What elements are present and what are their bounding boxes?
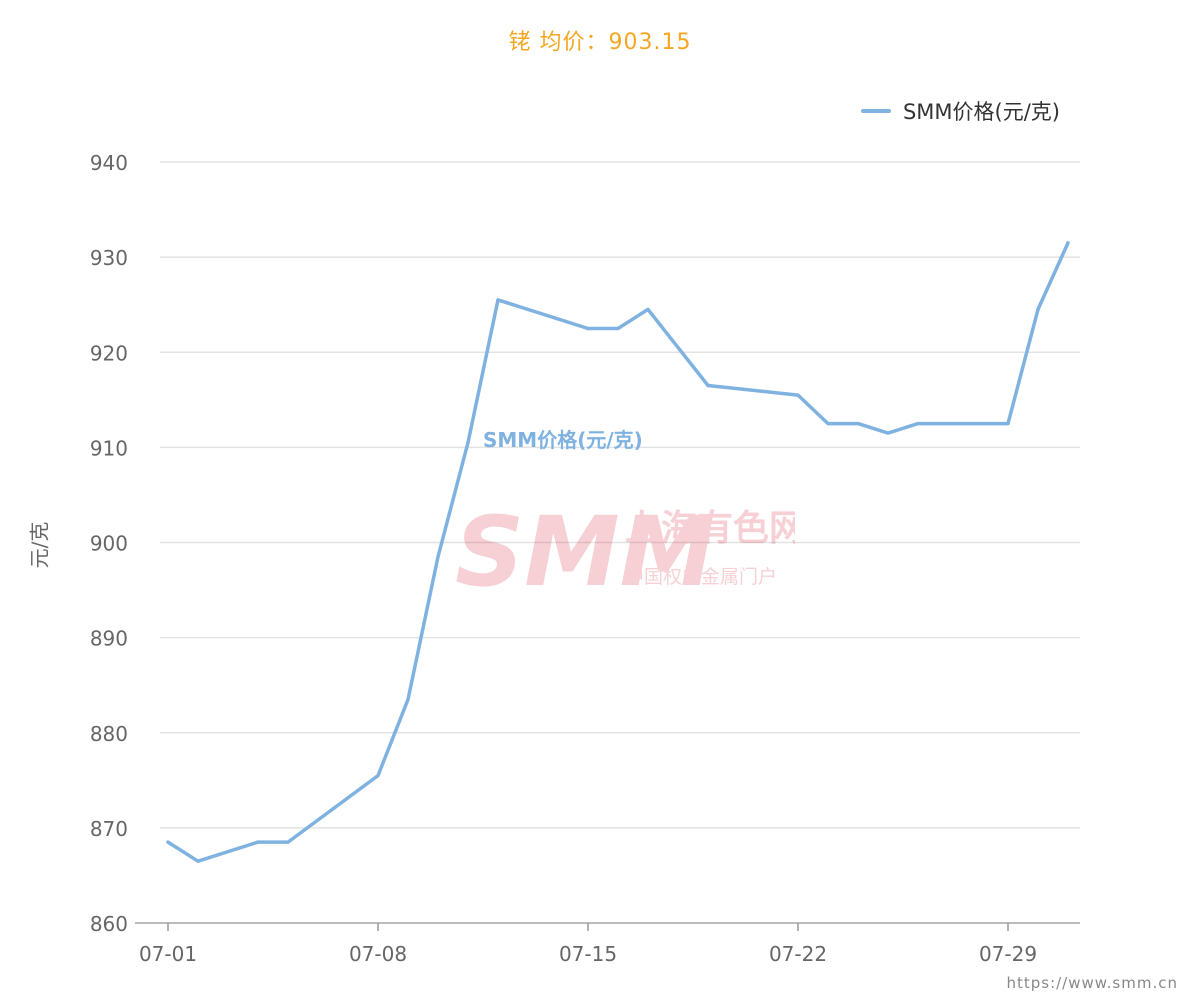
x-tick-label-07-01: 07-01 <box>139 942 197 966</box>
data-point-07-09 <box>406 697 410 702</box>
data-point-07-24 <box>856 421 860 426</box>
series-line-0 <box>166 241 1070 863</box>
data-point-07-04 <box>256 840 260 844</box>
data-point-07-11 <box>466 441 470 445</box>
x-axis: 07-01 07-08 07-15 07-22 07-29 <box>135 922 1080 966</box>
data-point-07-08 <box>376 773 380 778</box>
y-tick-label-930: 930 <box>90 246 128 270</box>
data-point-07-23 <box>826 421 830 426</box>
data-point-07-01 <box>166 840 170 844</box>
data-point-07-30 <box>1036 307 1040 312</box>
x-tick-label-07-08: 07-08 <box>349 942 407 966</box>
y-tick-label-880: 880 <box>90 722 128 746</box>
data-point-07-26 <box>916 421 920 426</box>
x-tick-label-07-15: 07-15 <box>559 942 617 966</box>
data-point-07-15 <box>586 326 590 331</box>
series-layer <box>166 241 1070 863</box>
data-point-07-16 <box>616 326 620 331</box>
data-point-07-29 <box>1006 421 1010 426</box>
legend-line-swatch <box>860 109 891 113</box>
x-tick-label-07-29: 07-29 <box>979 942 1037 966</box>
data-point-07-19 <box>706 383 710 388</box>
x-tick-label-07-22: 07-22 <box>769 942 827 966</box>
y-tick-label-890: 890 <box>90 627 128 651</box>
y-axis-ticks: 860 870 880 890 900 910 920 930 940 <box>90 151 128 936</box>
series-inline-label: SMM价格(元/克) <box>483 428 643 452</box>
legend[interactable]: SMM价格(元/克) <box>860 96 1060 126</box>
y-tick-label-900: 900 <box>90 532 128 556</box>
legend-label: SMM价格(元/克) <box>902 100 1060 124</box>
data-point-07-10 <box>436 555 440 559</box>
y-tick-label-920: 920 <box>90 341 128 365</box>
data-point-07-17 <box>646 307 650 312</box>
data-point-07-05 <box>286 840 290 844</box>
data-point-07-02 <box>196 859 200 863</box>
data-point-07-22 <box>796 393 800 397</box>
y-tick-label-870: 870 <box>90 817 128 841</box>
source-url[interactable]: https://www.smm.cn <box>1006 974 1178 992</box>
y-tick-label-860: 860 <box>90 912 128 936</box>
data-point-07-12 <box>496 298 500 302</box>
grid-lines <box>160 161 1080 829</box>
y-tick-label-940: 940 <box>90 151 128 175</box>
chart-title: 铑 均价：903.15 <box>508 30 692 55</box>
y-tick-label-910: 910 <box>90 436 128 460</box>
data-point-07-31 <box>1066 241 1070 245</box>
data-point-07-25 <box>886 431 890 435</box>
